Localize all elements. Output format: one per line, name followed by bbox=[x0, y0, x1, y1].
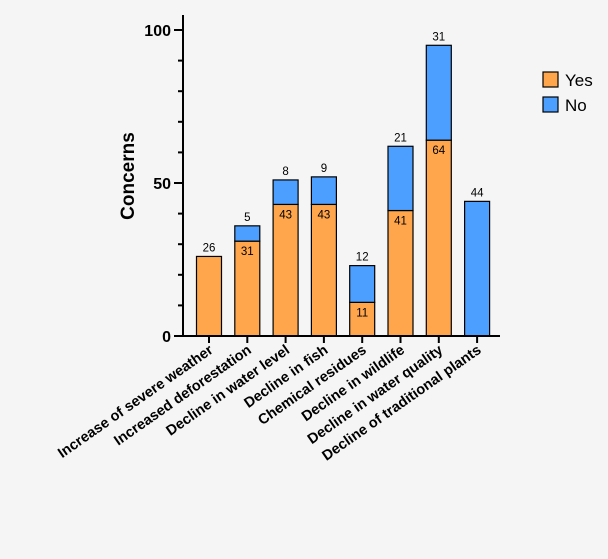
data-label: 11 bbox=[356, 307, 368, 319]
bar-segment-no bbox=[465, 201, 490, 336]
y-tick-label: 50 bbox=[153, 176, 171, 193]
data-label: 21 bbox=[394, 132, 407, 144]
data-label: 44 bbox=[471, 187, 484, 199]
bar-segment-no bbox=[426, 45, 451, 140]
data-label: 43 bbox=[318, 209, 331, 221]
bars-layer bbox=[197, 45, 490, 336]
bar-segment-no bbox=[388, 146, 413, 210]
bar-segment-no bbox=[311, 177, 336, 205]
x-tick-label: Increase of severe weather bbox=[55, 342, 216, 462]
legend-label-yes: Yes bbox=[565, 71, 593, 90]
y-tick-label: 0 bbox=[162, 329, 171, 346]
data-label: 64 bbox=[432, 145, 445, 157]
legend: Yes No bbox=[543, 71, 593, 115]
data-label: 8 bbox=[282, 166, 288, 178]
bar-segment-yes bbox=[273, 204, 298, 336]
legend-swatch-no bbox=[543, 97, 558, 112]
data-label: 43 bbox=[279, 209, 292, 221]
bar-segment-yes bbox=[426, 140, 451, 336]
legend-label-no: No bbox=[565, 96, 587, 115]
bar-segment-yes bbox=[388, 211, 413, 336]
data-label: 31 bbox=[241, 246, 254, 258]
data-label: 5 bbox=[244, 212, 250, 224]
bar-segment-no bbox=[235, 226, 260, 241]
axes-layer bbox=[183, 15, 500, 336]
bar-segment-no bbox=[350, 266, 375, 303]
bar-segment-yes bbox=[311, 204, 336, 336]
data-label: 9 bbox=[321, 163, 327, 175]
bar-segment-no bbox=[273, 180, 298, 204]
data-label: 26 bbox=[203, 242, 216, 254]
data-label: 31 bbox=[432, 31, 445, 43]
y-axis-label: Concerns bbox=[118, 132, 139, 220]
bar-segment-yes bbox=[197, 256, 222, 336]
y-tick-label: 100 bbox=[144, 23, 171, 40]
y-ticks-layer: 0 50 100 bbox=[144, 23, 183, 346]
legend-swatch-yes bbox=[543, 72, 558, 87]
data-label: 12 bbox=[356, 252, 369, 264]
data-label: 41 bbox=[394, 216, 407, 228]
